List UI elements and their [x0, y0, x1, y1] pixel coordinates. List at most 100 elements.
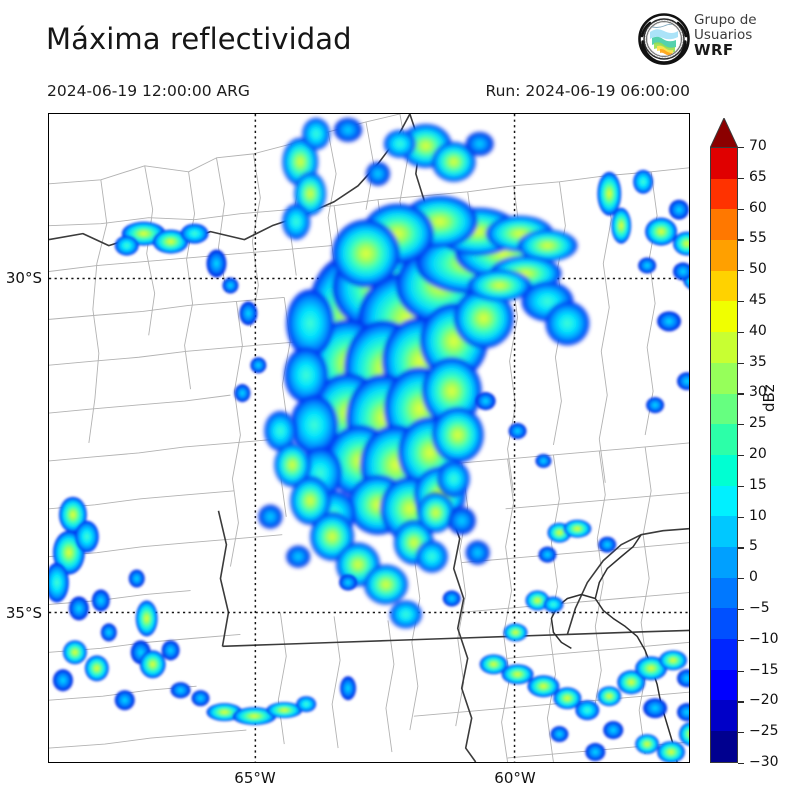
- colorbar-tick-label: 30: [749, 384, 767, 401]
- colorbar-tick: 65: [738, 169, 800, 185]
- colorbar-tick: 25: [738, 415, 800, 431]
- colorbar-tick-label: 70: [749, 138, 767, 154]
- colorbar-tick-label: −15: [749, 661, 779, 678]
- colorbar-tick-label: 15: [749, 476, 767, 493]
- colorbar-tick-mark: [738, 516, 744, 518]
- reflectivity-cluster-main: [284, 195, 590, 541]
- colorbar-segment: [711, 516, 737, 547]
- colorbar-tick: −15: [738, 662, 800, 678]
- colorbar-tick-mark: [738, 732, 744, 734]
- colorbar-tick: 5: [738, 538, 800, 554]
- colorbar-tick-label: −20: [749, 692, 779, 709]
- colorbar-segment: [711, 178, 737, 210]
- logo-line-3: WRF: [694, 41, 734, 59]
- colorbar-segment: [711, 393, 737, 425]
- colorbar-tick-mark: [738, 177, 744, 180]
- colorbar-tick: 50: [738, 261, 800, 277]
- colorbar-tick-label: 25: [749, 415, 767, 432]
- colorbar-segment: [711, 454, 737, 486]
- colorbar-tick: −20: [738, 692, 800, 708]
- colorbar-tick-label: 5: [749, 538, 758, 555]
- map-plot-area: [48, 113, 690, 763]
- colorbar-tick: 55: [738, 230, 800, 246]
- colorbar-segment: [711, 240, 737, 271]
- colorbar-tick: 40: [738, 323, 800, 339]
- colorbar-tick-mark: [738, 485, 744, 488]
- colorbar-tick-mark: [738, 331, 744, 334]
- colorbar-segment: [711, 608, 737, 639]
- colorbar-segment: [711, 148, 737, 179]
- colorbar-tick-label: 45: [749, 292, 767, 308]
- model-run-label: Run: 2024-06-19 06:00:00: [485, 82, 691, 100]
- colorbar-tick: 35: [738, 354, 800, 370]
- colorbar-tick: 60: [738, 200, 800, 216]
- colorbar-segment: [711, 546, 737, 578]
- colorbar-tick-label: 40: [749, 322, 767, 339]
- colorbar: 70 65 60 55 50 45 40 35 30 25 20 15 10 5 0 −5 −10 −15 −20−…: [709, 116, 800, 770]
- colorbar-tick: 70: [738, 138, 800, 154]
- reflectivity-cells-northwest: [114, 221, 258, 326]
- colorbar-tick-label: −30: [749, 754, 779, 770]
- colorbar-tick-mark: [738, 147, 744, 149]
- colorbar-segment: [711, 700, 737, 732]
- colorbar-tick: 15: [738, 477, 800, 493]
- colorbar-segment: [711, 731, 737, 762]
- valid-time-label: 2024-06-19 12:00:00 ARG: [47, 82, 250, 100]
- colorbar-tick-list: 70 65 60 55 50 45 40 35 30 25 20 15 10 5 0 −5 −10 −15 −20−…: [738, 138, 800, 770]
- colorbar-tick: −25: [738, 723, 800, 739]
- colorbar-tick-label: 50: [749, 261, 767, 278]
- colorbar-tick-mark: [738, 547, 744, 549]
- colorbar-tick-label: 10: [749, 507, 767, 524]
- colorbar-tick-label: 65: [749, 168, 767, 185]
- logo-text-block: Grupo de Usuarios WRF: [694, 13, 794, 58]
- colorbar-tick: −10: [738, 631, 800, 647]
- colorbar-extend-max-arrow: [709, 116, 739, 149]
- colorbar-tick-label: 0: [749, 569, 758, 586]
- colorbar-tick-mark: [738, 701, 744, 703]
- page-title: Máxima reflectividad: [46, 22, 352, 56]
- globe-seal-icon: [636, 12, 692, 68]
- colorbar-tick-mark: [738, 670, 744, 672]
- colorbar-segment: [711, 424, 737, 455]
- colorbar-segment: [711, 577, 737, 609]
- colorbar-tick-label: −10: [749, 630, 779, 647]
- colorbar-segment: [711, 270, 737, 302]
- reflectivity-cells-west: [49, 496, 180, 711]
- colorbar-tick-mark: [738, 270, 744, 272]
- colorbar-tick: 0: [738, 569, 800, 585]
- colorbar-tick: 45: [738, 292, 800, 308]
- colorbar-tick-mark: [738, 609, 744, 611]
- logo-line-2: Usuarios: [694, 27, 753, 43]
- colorbar-segment: [711, 669, 737, 701]
- colorbar-segment: [711, 485, 737, 517]
- colorbar-segment: [711, 209, 737, 241]
- colorbar-tick-mark: [738, 301, 744, 303]
- colorbar-tick-label: 35: [749, 353, 767, 370]
- colorbar-tick-label: 60: [749, 199, 767, 216]
- colorbar-unit-label: dBz: [760, 384, 778, 412]
- reflectivity-cells-southeast: [479, 519, 689, 762]
- colorbar-segment: [711, 332, 737, 363]
- colorbar-tick-mark: [738, 393, 744, 395]
- colorbar-gradient: [710, 147, 738, 763]
- colorbar-tick-label: 20: [749, 446, 767, 462]
- colorbar-tick-mark: [738, 239, 744, 241]
- reflectivity-cells-northeast: [597, 169, 689, 414]
- colorbar-tick-mark: [738, 455, 744, 457]
- wrf-user-group-logo: Grupo de Usuarios WRF: [636, 10, 796, 72]
- ytick-label-35s: 35°S: [5, 604, 42, 622]
- colorbar-tick-mark: [738, 424, 744, 426]
- colorbar-tick-mark: [738, 208, 744, 210]
- colorbar-tick-label: −5: [749, 600, 770, 616]
- xtick-label-60w: 60°W: [494, 769, 536, 787]
- logo-line-1: Grupo de: [694, 12, 757, 28]
- colorbar-tick-mark: [738, 639, 744, 642]
- xtick-label-65w: 65°W: [234, 769, 276, 787]
- colorbar-tick: 10: [738, 508, 800, 524]
- reflectivity-band-south: [170, 676, 357, 726]
- colorbar-tick-label: 55: [749, 230, 767, 247]
- ytick-label-30s: 30°S: [5, 269, 42, 287]
- colorbar-tick: −5: [738, 600, 800, 616]
- colorbar-segment: [711, 639, 737, 670]
- reflectivity-field: [49, 117, 689, 762]
